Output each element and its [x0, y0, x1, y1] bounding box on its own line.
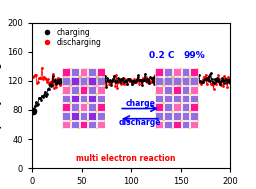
Text: 99%: 99%	[184, 51, 206, 60]
Y-axis label: Capacity (mAh g⁻¹): Capacity (mAh g⁻¹)	[0, 51, 2, 140]
Text: discharge: discharge	[119, 118, 161, 127]
Text: multi electron reaction: multi electron reaction	[77, 154, 176, 163]
Text: 0.2 C: 0.2 C	[149, 51, 175, 60]
Text: charge: charge	[125, 99, 155, 108]
Legend: charging, discharging: charging, discharging	[38, 26, 103, 49]
